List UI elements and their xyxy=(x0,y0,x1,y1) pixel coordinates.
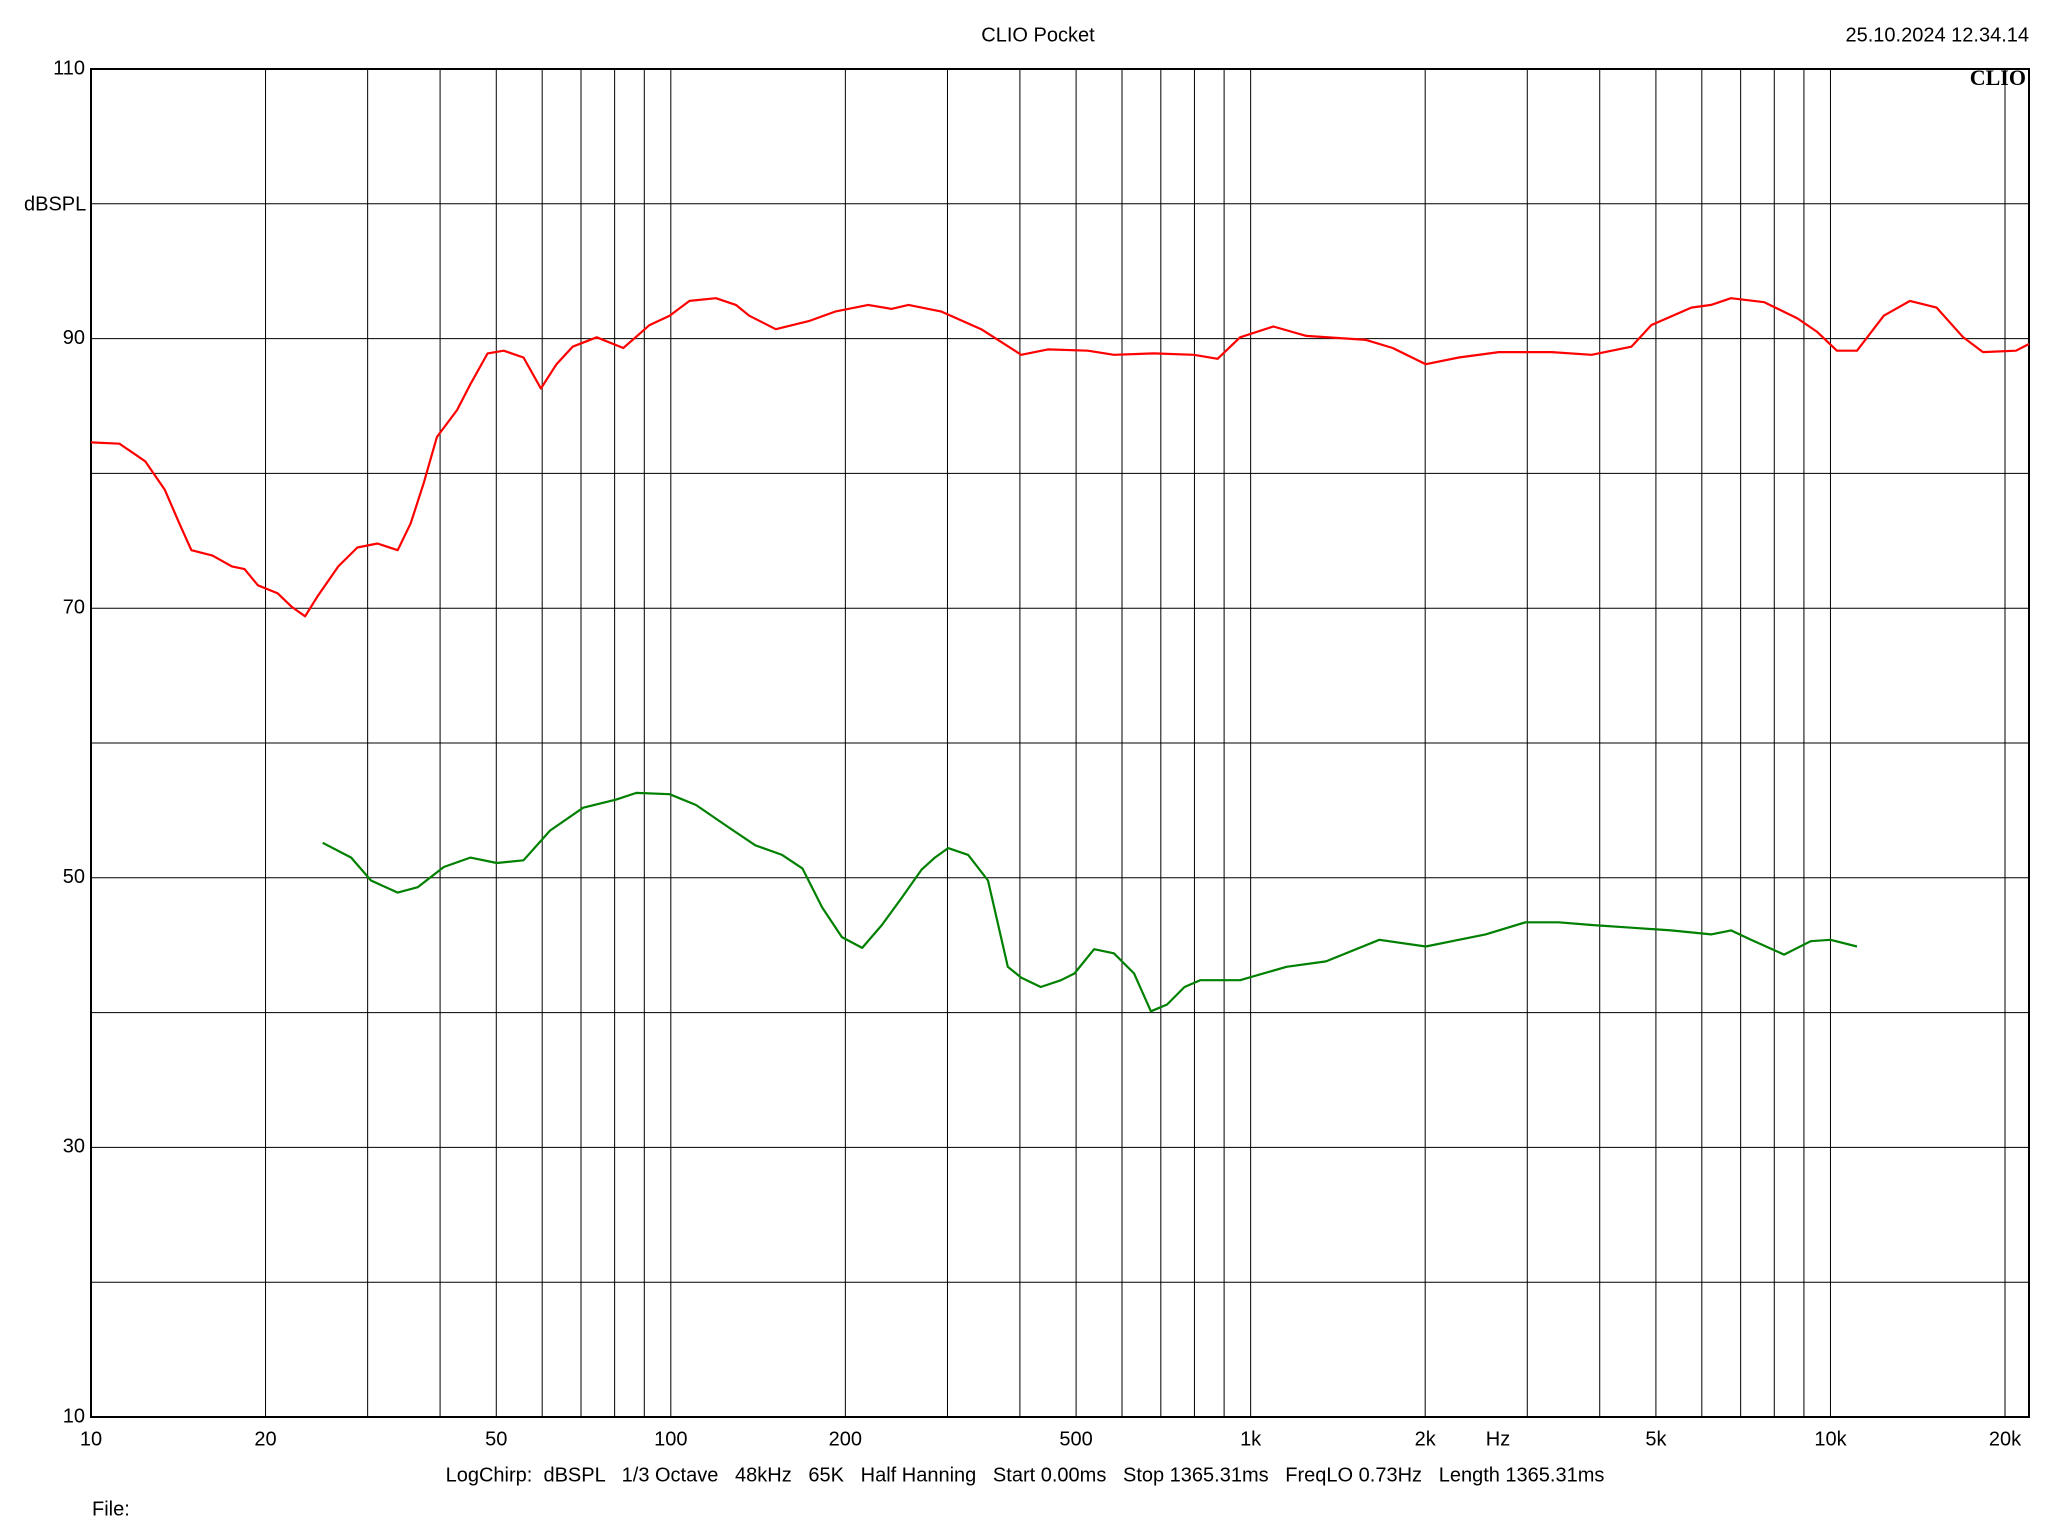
x-tick-label: 1k xyxy=(1240,1428,1262,1450)
x-tick-label: 10 xyxy=(80,1428,102,1450)
series-line xyxy=(90,297,2030,618)
y-tick-label: 110 xyxy=(53,57,85,79)
x-tick-label: 500 xyxy=(1059,1428,1092,1450)
y-tick-label: 90 xyxy=(63,327,85,349)
file-label: File: xyxy=(92,1498,130,1520)
y-tick-label: 70 xyxy=(63,596,85,618)
y-tick-label: 30 xyxy=(63,1136,85,1158)
y-tick-label: 10 xyxy=(63,1405,85,1427)
plot-frame xyxy=(90,68,2030,1418)
y-tick-label: 50 xyxy=(63,866,85,888)
chart-title: CLIO Pocket xyxy=(981,24,1095,46)
x-tick-label: 20k xyxy=(1989,1428,2022,1450)
x-tick-label: 100 xyxy=(654,1428,687,1450)
x-axis-label: Hz xyxy=(1486,1428,1510,1450)
timestamp: 25.10.2024 12.34.14 xyxy=(1845,24,2029,46)
x-tick-label: 2k xyxy=(1415,1428,1437,1450)
series-line xyxy=(322,791,1858,1013)
x-tick-label: 10k xyxy=(1814,1428,1847,1450)
footer: LogChirp: dBSPL 1/3 Octave 48kHz 65K Hal… xyxy=(446,1464,1605,1486)
x-tick-label: 50 xyxy=(485,1428,507,1450)
y-axis-label: dBSPL xyxy=(24,193,86,215)
x-tick-label: 5k xyxy=(1645,1428,1667,1450)
x-tick-label: 200 xyxy=(829,1428,862,1450)
x-tick-label: 20 xyxy=(254,1428,276,1450)
